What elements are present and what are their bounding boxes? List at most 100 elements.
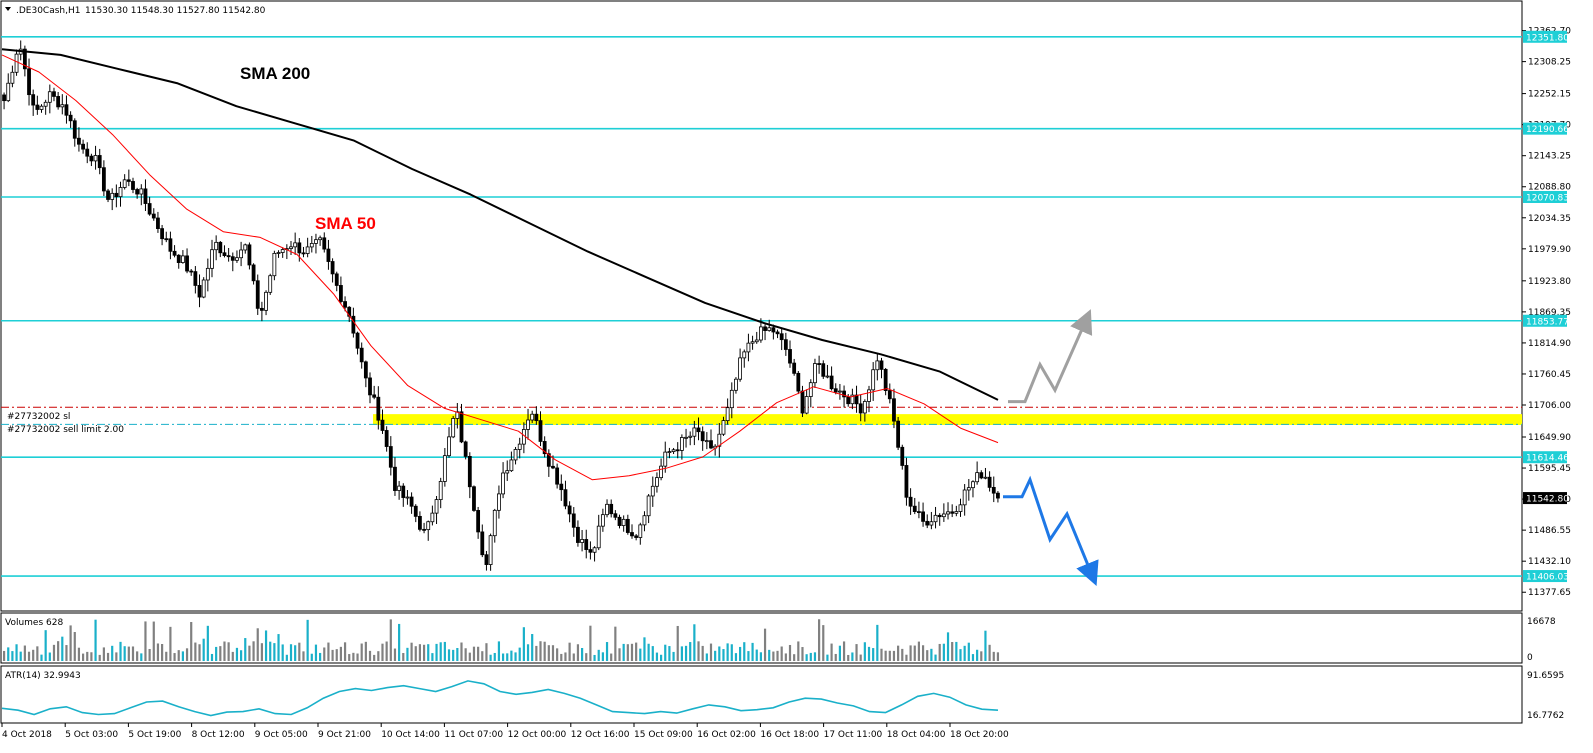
candlestick[interactable] bbox=[896, 416, 901, 451]
candlestick[interactable] bbox=[322, 232, 327, 253]
candlestick[interactable] bbox=[921, 502, 925, 527]
candlestick[interactable] bbox=[463, 440, 468, 460]
candlestick[interactable] bbox=[334, 271, 339, 292]
candlestick[interactable] bbox=[122, 174, 127, 190]
candlestick[interactable] bbox=[388, 436, 393, 476]
candlestick[interactable] bbox=[355, 331, 360, 355]
candlestick[interactable] bbox=[351, 307, 356, 338]
candlestick[interactable] bbox=[442, 448, 447, 487]
candlestick[interactable] bbox=[605, 499, 609, 518]
candlestick[interactable] bbox=[31, 89, 36, 116]
candlestick[interactable] bbox=[679, 434, 684, 460]
candlestick[interactable] bbox=[64, 95, 69, 124]
sma200-line[interactable] bbox=[1, 48, 999, 401]
candlestick[interactable] bbox=[384, 426, 389, 452]
candlestick[interactable] bbox=[413, 504, 418, 523]
candlestick[interactable] bbox=[305, 237, 310, 258]
candlestick[interactable] bbox=[6, 73, 11, 103]
candlestick[interactable] bbox=[243, 243, 248, 254]
candlestick[interactable] bbox=[771, 324, 776, 340]
candlestick[interactable] bbox=[218, 241, 223, 258]
candlestick[interactable] bbox=[609, 499, 614, 518]
candlestick[interactable] bbox=[966, 478, 971, 501]
candlestick[interactable] bbox=[368, 372, 372, 404]
candlestick[interactable] bbox=[742, 349, 747, 368]
candlestick[interactable] bbox=[950, 504, 955, 518]
candlestick[interactable] bbox=[247, 242, 252, 270]
candlestick[interactable] bbox=[172, 245, 177, 258]
candlestick[interactable] bbox=[526, 408, 530, 440]
candlestick[interactable] bbox=[314, 233, 318, 254]
candlestick[interactable] bbox=[667, 447, 672, 459]
candlestick[interactable] bbox=[164, 231, 169, 243]
candlestick[interactable] bbox=[821, 360, 826, 379]
candlestick[interactable] bbox=[775, 329, 780, 339]
candlestick[interactable] bbox=[114, 184, 119, 208]
candlestick[interactable] bbox=[738, 348, 743, 382]
candlestick[interactable] bbox=[72, 118, 77, 147]
candlestick[interactable] bbox=[401, 483, 406, 507]
candlestick[interactable] bbox=[359, 342, 364, 369]
candlestick[interactable] bbox=[106, 188, 110, 203]
candlestick[interactable] bbox=[505, 460, 510, 481]
candlestick[interactable] bbox=[289, 240, 293, 256]
candlestick[interactable] bbox=[380, 409, 385, 434]
candlestick[interactable] bbox=[871, 362, 876, 401]
candlestick[interactable] bbox=[600, 508, 605, 532]
candlestick[interactable] bbox=[867, 385, 871, 413]
candlestick[interactable] bbox=[239, 241, 244, 267]
candlestick[interactable] bbox=[272, 250, 277, 281]
candlestick[interactable] bbox=[60, 94, 65, 115]
candlestick[interactable] bbox=[750, 335, 755, 350]
candlestick[interactable] bbox=[804, 389, 809, 415]
candlestick[interactable] bbox=[39, 104, 44, 113]
candlestick[interactable] bbox=[180, 250, 185, 264]
candlestick[interactable] bbox=[817, 355, 822, 374]
candlestick[interactable] bbox=[684, 428, 688, 448]
candlestick[interactable] bbox=[52, 87, 56, 102]
candlestick[interactable] bbox=[205, 258, 210, 292]
candlestick[interactable] bbox=[721, 416, 726, 436]
candlestick[interactable] bbox=[56, 91, 61, 110]
candlestick[interactable] bbox=[538, 411, 543, 447]
candlestick[interactable] bbox=[438, 477, 443, 509]
candlestick[interactable] bbox=[675, 442, 680, 459]
candlestick[interactable] bbox=[168, 231, 173, 260]
candlestick[interactable] bbox=[264, 290, 268, 316]
candlestick[interactable] bbox=[430, 505, 435, 526]
candlestick[interactable] bbox=[588, 541, 593, 560]
candlestick[interactable] bbox=[418, 511, 422, 532]
candlestick[interactable] bbox=[397, 481, 402, 500]
candlestick[interactable] bbox=[434, 495, 439, 525]
candlestick[interactable] bbox=[946, 502, 950, 520]
candlestick[interactable] bbox=[517, 437, 522, 459]
candlestick[interactable] bbox=[941, 503, 946, 522]
candlestick[interactable] bbox=[27, 58, 31, 106]
candlestick[interactable] bbox=[126, 169, 131, 187]
candlestick[interactable] bbox=[330, 258, 335, 283]
candlestick[interactable] bbox=[210, 239, 214, 278]
candlestick[interactable] bbox=[201, 277, 206, 299]
candlestick[interactable] bbox=[326, 239, 331, 270]
candlestick[interactable] bbox=[621, 515, 626, 532]
triangle-down-icon[interactable] bbox=[5, 7, 11, 11]
candlestick[interactable] bbox=[983, 467, 988, 480]
candlestick[interactable] bbox=[293, 232, 298, 255]
candlestick[interactable] bbox=[925, 514, 930, 529]
candlestick[interactable] bbox=[147, 196, 152, 216]
candlestick[interactable] bbox=[729, 382, 734, 419]
candlestick[interactable] bbox=[767, 319, 772, 332]
candlestick[interactable] bbox=[904, 457, 909, 506]
candlestick[interactable] bbox=[118, 181, 123, 207]
candlestick[interactable] bbox=[638, 522, 643, 545]
candlestick[interactable] bbox=[68, 111, 73, 128]
candlestick[interactable] bbox=[779, 328, 784, 351]
candlestick[interactable] bbox=[692, 420, 697, 446]
candlestick[interactable] bbox=[363, 360, 368, 388]
candlestick[interactable] bbox=[825, 364, 830, 379]
candlestick[interactable] bbox=[197, 274, 202, 308]
candlestick[interactable] bbox=[259, 301, 264, 322]
candlestick[interactable] bbox=[255, 274, 260, 315]
candlestick[interactable] bbox=[696, 417, 701, 441]
candlestick[interactable] bbox=[422, 522, 426, 534]
